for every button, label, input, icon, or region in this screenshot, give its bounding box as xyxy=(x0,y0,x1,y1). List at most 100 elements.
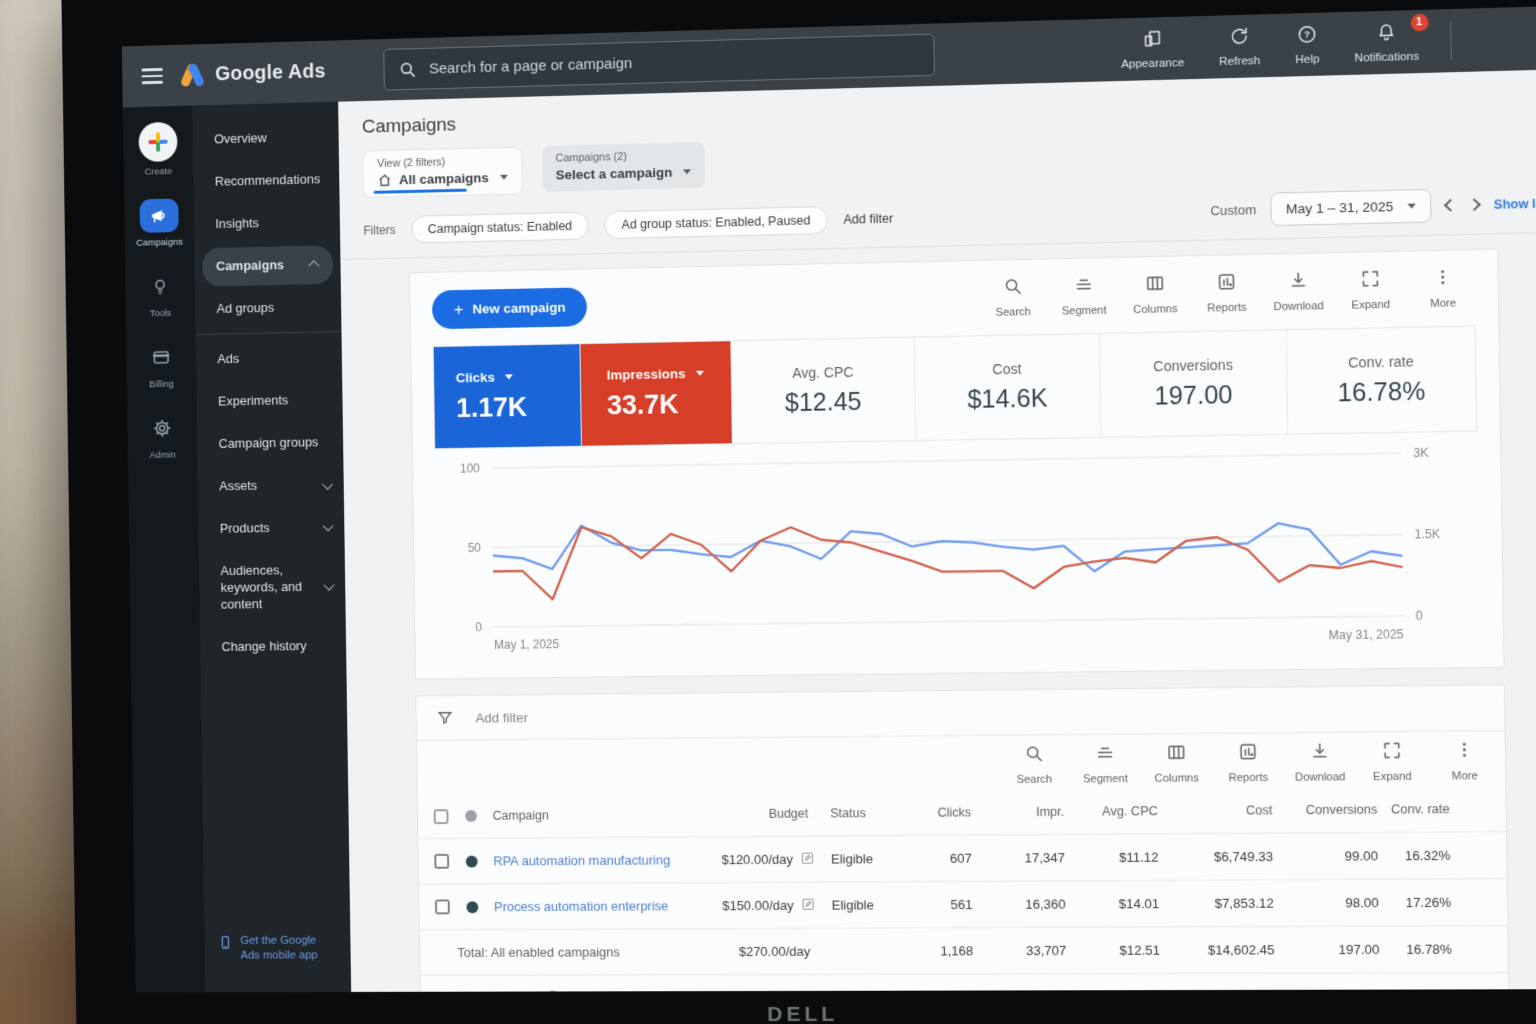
refresh-button[interactable]: Refresh xyxy=(1219,25,1260,68)
add-filter-button[interactable]: Add filter xyxy=(843,211,894,227)
view-selector[interactable]: View (2 filters) All campaigns xyxy=(362,146,523,199)
phone-icon xyxy=(218,935,233,950)
status-dot-icon[interactable] xyxy=(465,855,478,868)
expand-tool-button[interactable]: Expand xyxy=(1360,740,1425,783)
download-tool-button[interactable]: Download xyxy=(1288,741,1352,784)
appearance-button[interactable]: Appearance xyxy=(1121,27,1184,70)
filters-label: Filters xyxy=(363,222,396,238)
nav-menu: Overview Recommendations Insights Campaigns… xyxy=(192,101,352,993)
budget-cell[interactable]: $120.00/day xyxy=(691,850,819,869)
help-circle-icon[interactable]: ? xyxy=(545,990,561,992)
budget-cell[interactable]: $150.00/day xyxy=(692,896,820,915)
dropdown-arrow-icon xyxy=(683,169,692,175)
date-range-selector[interactable]: May 1 – 31, 2025 xyxy=(1270,188,1432,227)
nav-item-recommendations[interactable]: Recommendations xyxy=(214,171,321,189)
table-row: RPA automation manufacturing $120.00/day… xyxy=(418,831,1507,884)
more-tool-button[interactable]: More xyxy=(1432,739,1497,783)
scorecard-avg-cpc[interactable]: Avg. CPC $12.45 xyxy=(730,337,916,444)
search-tool-button[interactable]: Search xyxy=(1002,743,1065,786)
segment-tool-button[interactable]: Segment xyxy=(1073,743,1137,786)
scorecard-clicks[interactable]: Clicks 1.17K xyxy=(433,344,581,449)
scorecard-conv-rate[interactable]: Conv. rate 16.78% xyxy=(1285,326,1477,434)
svg-text:May 1, 2025: May 1, 2025 xyxy=(494,637,560,652)
search-icon xyxy=(1003,276,1024,302)
nav-item-change-history[interactable]: Change history xyxy=(221,637,307,654)
chevron-down-icon xyxy=(322,478,334,490)
rail-item-billing[interactable]: Billing xyxy=(142,340,181,390)
campaign-link[interactable]: Process automation enterprise xyxy=(493,898,669,914)
mobile-app-link[interactable]: Get the Google Ads mobile app xyxy=(204,922,351,977)
chevron-up-icon xyxy=(308,260,320,272)
columns-icon xyxy=(1166,742,1187,767)
scorecard-impressions[interactable]: Impressions 33.7K xyxy=(579,341,732,446)
rail-item-tools[interactable]: Tools xyxy=(141,269,180,319)
megaphone-icon xyxy=(139,198,179,233)
edit-budget-icon[interactable] xyxy=(800,850,815,868)
select-all-checkbox[interactable] xyxy=(433,808,449,824)
topbar-divider xyxy=(1449,21,1452,61)
home-icon xyxy=(377,173,392,188)
nav-item-ads[interactable]: Ads xyxy=(217,351,240,367)
scorecard-conversions[interactable]: Conversions 197.00 xyxy=(1098,330,1288,437)
more-icon xyxy=(1454,740,1475,766)
scorecard-cost[interactable]: Cost $14.6K xyxy=(913,333,1101,441)
dropdown-arrow-icon xyxy=(695,370,704,376)
svg-text:?: ? xyxy=(1304,29,1310,39)
search-tool-button[interactable]: Search xyxy=(981,276,1044,320)
table-total-row: Total: All enabled campaigns $270.00/day… xyxy=(419,925,1509,975)
google-ads-logo-icon[interactable] xyxy=(179,62,206,88)
menu-icon[interactable] xyxy=(141,68,163,85)
more-tool-button[interactable]: More xyxy=(1411,266,1476,310)
rail-item-create[interactable]: Create xyxy=(138,121,178,178)
next-period-button[interactable] xyxy=(1468,198,1482,212)
columns-icon xyxy=(1145,273,1166,299)
filter-chip-ad-group-status[interactable]: Ad group status: Enabled, Paused xyxy=(604,205,828,239)
reports-tool-button[interactable]: Reports xyxy=(1216,741,1280,784)
global-search-input[interactable]: Search for a page or campaign xyxy=(383,33,936,91)
chevron-down-icon xyxy=(323,579,335,591)
columns-tool-button[interactable]: Columns xyxy=(1123,273,1187,317)
campaign-selector[interactable]: Campaigns (2) Select a campaign xyxy=(541,141,706,192)
edit-budget-icon[interactable] xyxy=(800,896,815,914)
nav-item-products[interactable]: Products xyxy=(198,506,344,551)
nav-item-assets[interactable]: Assets xyxy=(198,464,344,509)
table-add-filter-input[interactable]: Add filter xyxy=(475,709,529,726)
nav-item-campaign-groups[interactable]: Campaign groups xyxy=(218,434,319,452)
reports-tool-button[interactable]: Reports xyxy=(1195,271,1259,315)
rail-item-admin[interactable]: Admin xyxy=(143,411,182,461)
previous-period-button[interactable] xyxy=(1444,198,1458,212)
table-header-row: Campaign Budget Status Clicks Impr. Avg.… xyxy=(418,786,1506,838)
svg-text:0: 0 xyxy=(475,620,482,634)
campaign-link[interactable]: RPA automation manufacturing xyxy=(493,852,671,869)
nav-item-ad-groups[interactable]: Ad groups xyxy=(216,299,275,316)
nav-item-audiences-keywords-and-content[interactable]: Audiences, keywords, and content xyxy=(199,549,346,627)
nav-item-overview[interactable]: Overview xyxy=(214,130,267,147)
columns-tool-button[interactable]: Columns xyxy=(1145,742,1209,785)
segment-tool-button[interactable]: Segment xyxy=(1052,274,1116,318)
row-checkbox[interactable] xyxy=(434,853,450,869)
status-dot-icon[interactable] xyxy=(466,900,479,913)
more-icon xyxy=(1432,267,1453,293)
help-button[interactable]: ? Help xyxy=(1295,23,1320,66)
nav-item-insights[interactable]: Insights xyxy=(215,215,259,231)
notifications-button[interactable]: 1 Notifications xyxy=(1354,13,1429,64)
main-content: Campaigns View (2 filters) All campaigns xyxy=(338,67,1536,992)
expand-tool-button[interactable]: Expand xyxy=(1338,268,1403,312)
rail-item-campaigns[interactable]: Campaigns xyxy=(136,198,183,249)
svg-text:100: 100 xyxy=(460,461,480,475)
monitor-brand-logo: DELL xyxy=(767,1002,839,1024)
show-last-30-days-link[interactable]: Show last 30 days xyxy=(1493,195,1536,212)
row-checkbox[interactable] xyxy=(434,899,450,915)
svg-text:50: 50 xyxy=(468,541,482,555)
reports-icon xyxy=(1216,271,1237,297)
segment-icon xyxy=(1073,275,1094,301)
new-campaign-button[interactable]: + New campaign xyxy=(431,286,588,329)
performance-chart[interactable]: 0 50 100 0 1.5K 3K May 1, 2025 May 31, 2025 xyxy=(434,436,1480,669)
nav-item-campaigns[interactable]: Campaigns xyxy=(202,244,333,287)
nav-item-experiments[interactable]: Experiments xyxy=(217,392,289,409)
download-tool-button[interactable]: Download xyxy=(1266,269,1330,313)
filter-chip-campaign-status[interactable]: Campaign status: Enabled xyxy=(410,211,590,243)
status-dot-header-icon xyxy=(465,809,478,822)
reports-icon xyxy=(1238,741,1259,767)
